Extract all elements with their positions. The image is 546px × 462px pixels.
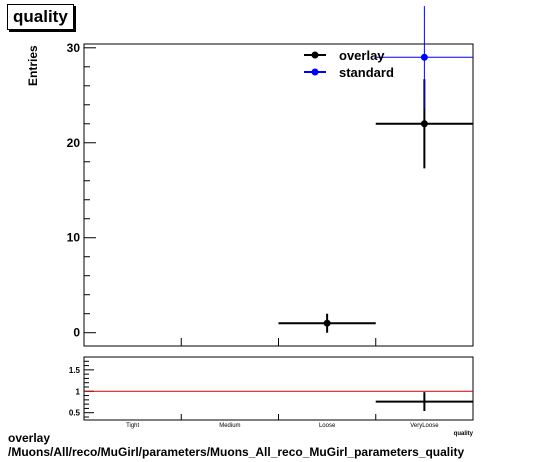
ratio-y-tick-label: 1 (76, 387, 81, 396)
main-data-marks (278, 6, 473, 333)
ratio-data-marks (84, 390, 473, 411)
y-tick-label: 0 (73, 326, 80, 340)
x-axis-label: quality (454, 431, 474, 437)
main-x-axis (180, 338, 377, 346)
y-tick-label: 30 (67, 41, 81, 55)
ratio-y-tick-label: 1.5 (69, 366, 81, 375)
footer-line-2: /Muons/All/reco/MuGirl/parameters/Muons_… (8, 445, 465, 459)
x-category-label: VeryLoose (410, 423, 439, 429)
ratio-y-tick-label: 0.5 (69, 409, 81, 418)
x-category-label: Tight (126, 423, 139, 429)
main-plot-frame (83, 43, 474, 347)
legend-label-overlay: overlay (339, 48, 385, 63)
ratio-plot-frame (83, 356, 474, 421)
footer-caption: overlay /Muons/All/reco/MuGirl/parameter… (8, 431, 464, 459)
ratio-x-axis: Tight Medium Loose VeryLoose (126, 414, 439, 429)
ratio-y-axis: 0.5 1 1.5 (69, 360, 94, 418)
legend-marker-overlay (311, 51, 319, 59)
legend: overlay standard (304, 48, 394, 80)
overlay-point (420, 120, 428, 128)
overlay-point (323, 319, 331, 327)
y-tick-label: 10 (67, 231, 81, 245)
standard-point (420, 53, 428, 61)
chart-title: quality (7, 4, 74, 30)
x-category-label: Medium (219, 423, 240, 429)
footer-line-1: overlay (8, 431, 51, 445)
main-y-axis: 0 10 20 30 (67, 41, 96, 340)
legend-label-standard: standard (339, 65, 394, 80)
x-category-label: Loose (319, 423, 336, 429)
legend-marker-standard (311, 68, 319, 76)
y-axis-label: Entries (26, 45, 40, 86)
y-tick-label: 20 (67, 136, 81, 150)
